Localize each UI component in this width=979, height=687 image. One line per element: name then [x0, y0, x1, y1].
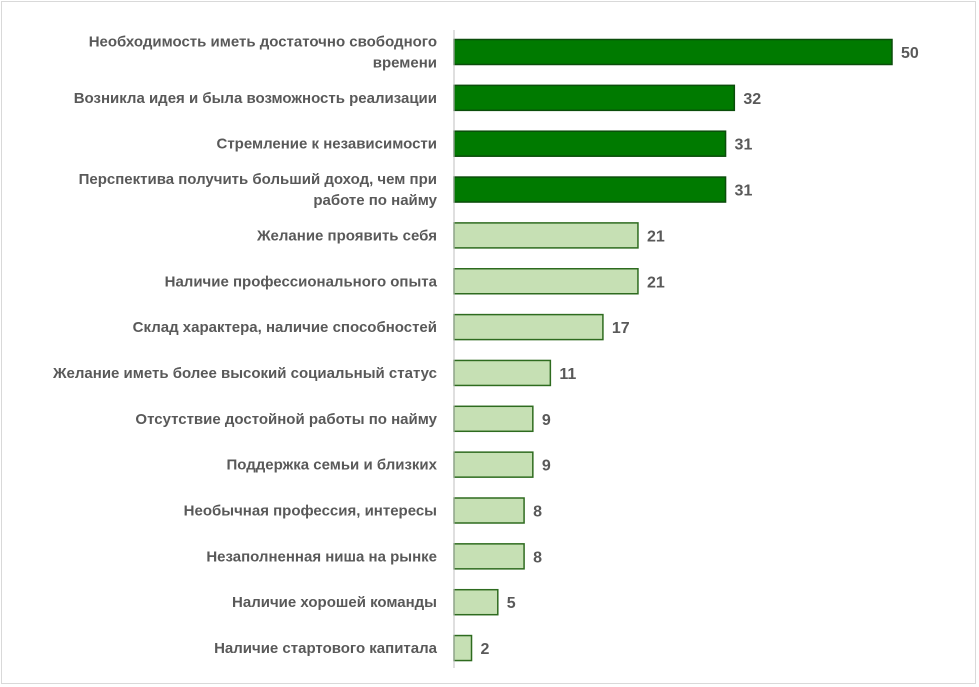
bar-5	[453, 222, 639, 249]
bar-9	[453, 405, 534, 433]
category-label-8: Желание иметь более высокий социальный с…	[52, 365, 437, 382]
value-label-14: 2	[481, 641, 490, 658]
value-label-2: 32	[743, 91, 761, 108]
bar-14	[453, 634, 473, 662]
bars-group	[453, 38, 893, 662]
bar-13	[453, 588, 499, 616]
category-label-1: Необходимость иметь достаточно свободног…	[89, 34, 437, 72]
bar-6	[453, 268, 639, 295]
value-label-5: 21	[647, 228, 665, 245]
value-labels-group: 50 32 31 31 21 21 17 11 9 9 8 8 5 2	[481, 45, 919, 658]
category-label-12: Незаполненная ниша на рынке	[206, 548, 437, 565]
bar-11	[453, 497, 525, 524]
value-label-4: 31	[735, 183, 753, 200]
value-label-10: 9	[542, 458, 551, 475]
value-label-1: 50	[901, 45, 919, 62]
category-labels-group: Необходимость иметь достаточно свободног…	[52, 34, 438, 658]
category-label-11: Необычная профессия, интересы	[184, 503, 437, 520]
bar-10	[453, 451, 534, 478]
category-label-13: Наличие хорошей команды	[232, 594, 437, 611]
category-label-3: Стремление к независимости	[216, 136, 437, 153]
category-label-14: Наличие стартового капитала	[214, 640, 438, 657]
category-label-5: Желание проявить себя	[256, 227, 437, 244]
value-label-6: 21	[647, 274, 665, 291]
bar-7	[453, 313, 604, 341]
value-label-7: 17	[612, 320, 630, 337]
category-label-10: Поддержка семьи и близких	[227, 457, 438, 474]
bar-3	[453, 130, 727, 157]
value-label-8: 11	[559, 366, 576, 383]
category-label-2: Возникла идея и была возможность реализа…	[74, 90, 437, 107]
value-label-9: 9	[542, 412, 551, 429]
category-label-4: Перспектива получить больший доход, чем …	[79, 171, 438, 209]
category-label-9: Отсутствие достойной работы по найму	[135, 411, 437, 428]
bar-2	[453, 84, 736, 112]
bar-12	[453, 543, 525, 570]
value-label-12: 8	[533, 549, 542, 566]
category-label-7: Склад характера, наличие способностей	[133, 319, 437, 336]
bar-4	[453, 176, 727, 203]
category-label-6: Наличие профессионального опыта	[165, 273, 438, 290]
value-label-13: 5	[507, 595, 516, 612]
bar-8	[453, 359, 552, 387]
bar-1	[453, 38, 893, 66]
value-label-3: 31	[735, 137, 753, 154]
value-label-11: 8	[533, 504, 542, 521]
